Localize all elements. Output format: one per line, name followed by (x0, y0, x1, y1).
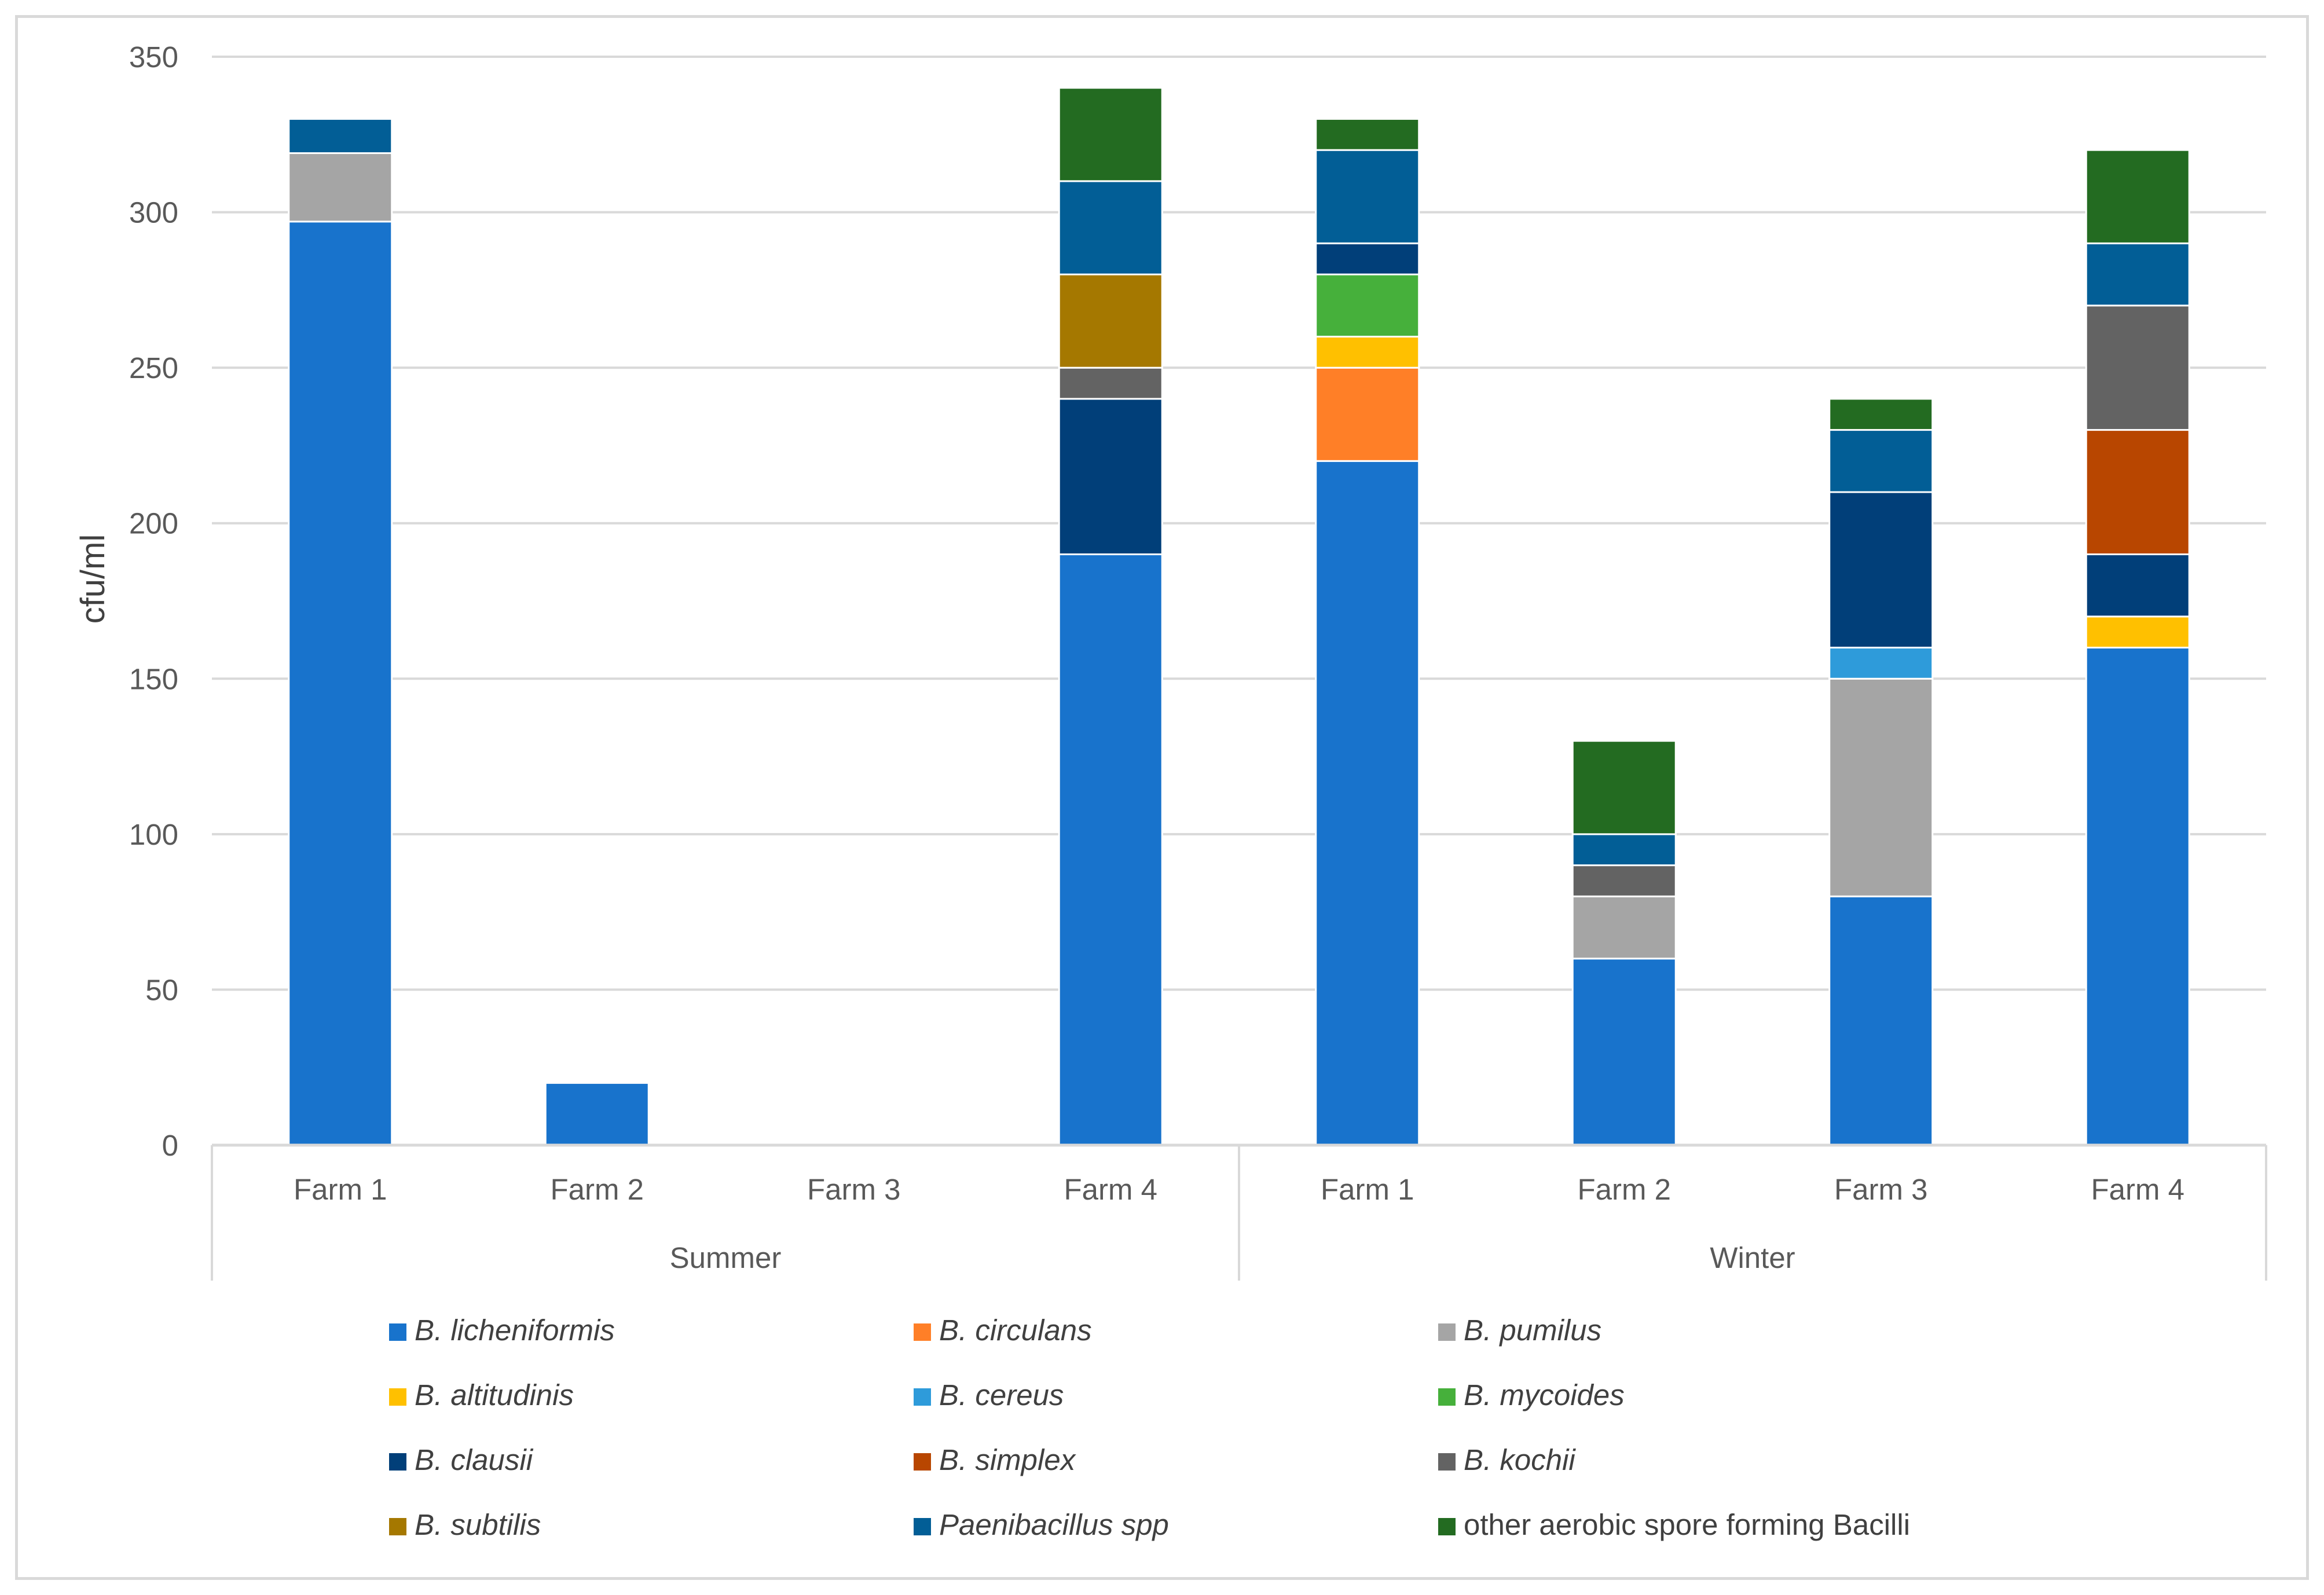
legend-swatch (389, 1518, 406, 1535)
x-axis-groups: Summer Winter (670, 1241, 1795, 1274)
y-tick-label: 0 (162, 1129, 178, 1162)
legend-swatch (1438, 1323, 1456, 1341)
legend-label: B. pumilus (1464, 1314, 1601, 1347)
bar-segment-b-altitudinis (1315, 335, 1420, 369)
bar-segment-b-kochii (1058, 366, 1163, 400)
x-axis (211, 1143, 2267, 1281)
bar-segment-b-clausii (2085, 553, 2190, 618)
bar-segment-b-pumilus (288, 152, 393, 223)
bar-segment-b-mycoides (1315, 273, 1420, 338)
legend-label: Paenibacillus spp (939, 1508, 1169, 1541)
x-category-label: Farm 3 (807, 1173, 901, 1206)
bar-segment-paenibacillus-spp (1828, 429, 1934, 493)
legend-item: B. cereus (914, 1378, 1064, 1411)
bar-segment-b-cereus (1828, 647, 1934, 680)
y-tick-label: 350 (129, 41, 178, 74)
legend-label: B. subtilis (415, 1508, 541, 1541)
x-group-label: Summer (670, 1241, 782, 1274)
x-category-label: Farm 2 (1577, 1173, 1671, 1206)
bar-segment-b-pumilus (1571, 895, 1677, 960)
bar-segment-b-pumilus (1828, 677, 1934, 897)
legend-label: B. cereus (939, 1378, 1064, 1411)
legend-swatch (914, 1453, 931, 1471)
x-category-label: Farm 4 (2091, 1173, 2184, 1206)
y-tick-label: 300 (129, 196, 178, 229)
bar-segment-paenibacillus-spp (1058, 180, 1163, 276)
bar-segment-b-kochii (1571, 864, 1677, 897)
legend-label: B. altitudinis (415, 1378, 574, 1411)
bar-segment-paenibacillus-spp (1571, 833, 1677, 867)
legend-item: B. mycoides (1438, 1378, 1625, 1411)
bars (288, 87, 2190, 1146)
bar-segment-paenibacillus-spp (2085, 242, 2190, 307)
bar-segment-other-aerobic-spore-forming-bacilli (1828, 398, 1934, 431)
bar-segment-b-licheniformis (1058, 553, 1163, 1146)
legend-swatch (389, 1388, 406, 1406)
legend-label: B. kochii (1464, 1443, 1576, 1476)
x-axis-categories: Farm 1 Farm 2 Farm 3 Farm 4 Farm 1 Farm 2 Farm… (294, 1173, 2184, 1206)
bar-segment-other-aerobic-spore-forming-bacilli (2085, 149, 2190, 244)
bar-segment-b-simplex (2085, 429, 2190, 555)
legend-label: B. mycoides (1464, 1378, 1625, 1411)
legend-item: B. clausii (389, 1443, 534, 1476)
legend-label: B. simplex (939, 1443, 1076, 1476)
bar-segment-paenibacillus-spp (288, 118, 393, 155)
legend-swatch (914, 1323, 931, 1341)
legend-swatch (1438, 1518, 1456, 1535)
legend-item: B. circulans (914, 1314, 1092, 1347)
legend-label: other aerobic spore forming Bacilli (1464, 1508, 1910, 1541)
y-tick-label: 50 (145, 973, 178, 1006)
bar-segment-b-licheniformis (1828, 895, 1934, 1146)
legend-swatch (389, 1453, 406, 1471)
legend-swatch (1438, 1453, 1456, 1471)
legend-swatch (914, 1518, 931, 1535)
bar-segment-b-licheniformis (1571, 958, 1677, 1146)
legend-label: B. clausii (415, 1443, 534, 1476)
x-category-label: Farm 3 (1834, 1173, 1928, 1206)
bar-segment-other-aerobic-spore-forming-bacilli (1571, 740, 1677, 835)
bar-segment-b-licheniformis (288, 221, 393, 1146)
legend: B. licheniformis B. circulans B. pumilus B.… (389, 1314, 1910, 1541)
y-axis-title: cfu/ml (74, 534, 112, 624)
x-category-label: Farm 1 (1321, 1173, 1414, 1206)
bar-segment-paenibacillus-spp (1315, 149, 1420, 244)
x-category-label: Farm 1 (294, 1173, 387, 1206)
y-axis-ticks: 0 50 100 150 200 250 300 350 (129, 41, 178, 1162)
x-category-label: Farm 4 (1064, 1173, 1157, 1206)
bar-segment-b-clausii (1058, 398, 1163, 555)
legend-item: B. pumilus (1438, 1314, 1601, 1347)
bar-segment-b-licheniformis (2085, 647, 2190, 1146)
bar-segment-b-licheniformis (544, 1082, 650, 1146)
legend-swatch (389, 1323, 406, 1341)
legend-item: B. altitudinis (389, 1378, 574, 1411)
legend-item: B. simplex (914, 1443, 1076, 1476)
bar-segment-b-clausii (1315, 242, 1420, 276)
legend-label: B. licheniformis (415, 1314, 615, 1347)
bar-segment-other-aerobic-spore-forming-bacilli (1058, 87, 1163, 182)
legend-item: B. licheniformis (389, 1314, 615, 1347)
bar-segment-b-licheniformis (1315, 460, 1420, 1146)
legend-item: other aerobic spore forming Bacilli (1438, 1508, 1910, 1541)
y-tick-label: 100 (129, 818, 178, 851)
y-tick-label: 250 (129, 351, 178, 384)
x-group-label: Winter (1710, 1241, 1795, 1274)
bar-segment-b-altitudinis (2085, 615, 2190, 649)
bar-segment-b-clausii (1828, 491, 1934, 649)
y-tick-label: 200 (129, 507, 178, 540)
legend-swatch (914, 1388, 931, 1406)
legend-swatch (1438, 1388, 1456, 1406)
x-category-label: Farm 2 (550, 1173, 644, 1206)
bar-segment-other-aerobic-spore-forming-bacilli (1315, 118, 1420, 151)
gridlines (212, 56, 2266, 991)
bar-segment-b-subtilis (1058, 273, 1163, 369)
bar-segment-b-circulans (1315, 366, 1420, 462)
legend-item: B. subtilis (389, 1508, 541, 1541)
legend-item: B. kochii (1438, 1443, 1576, 1476)
legend-label: B. circulans (939, 1314, 1092, 1347)
bar-segment-b-kochii (2085, 305, 2190, 431)
legend-item: Paenibacillus spp (914, 1508, 1169, 1541)
y-tick-label: 150 (129, 662, 178, 695)
